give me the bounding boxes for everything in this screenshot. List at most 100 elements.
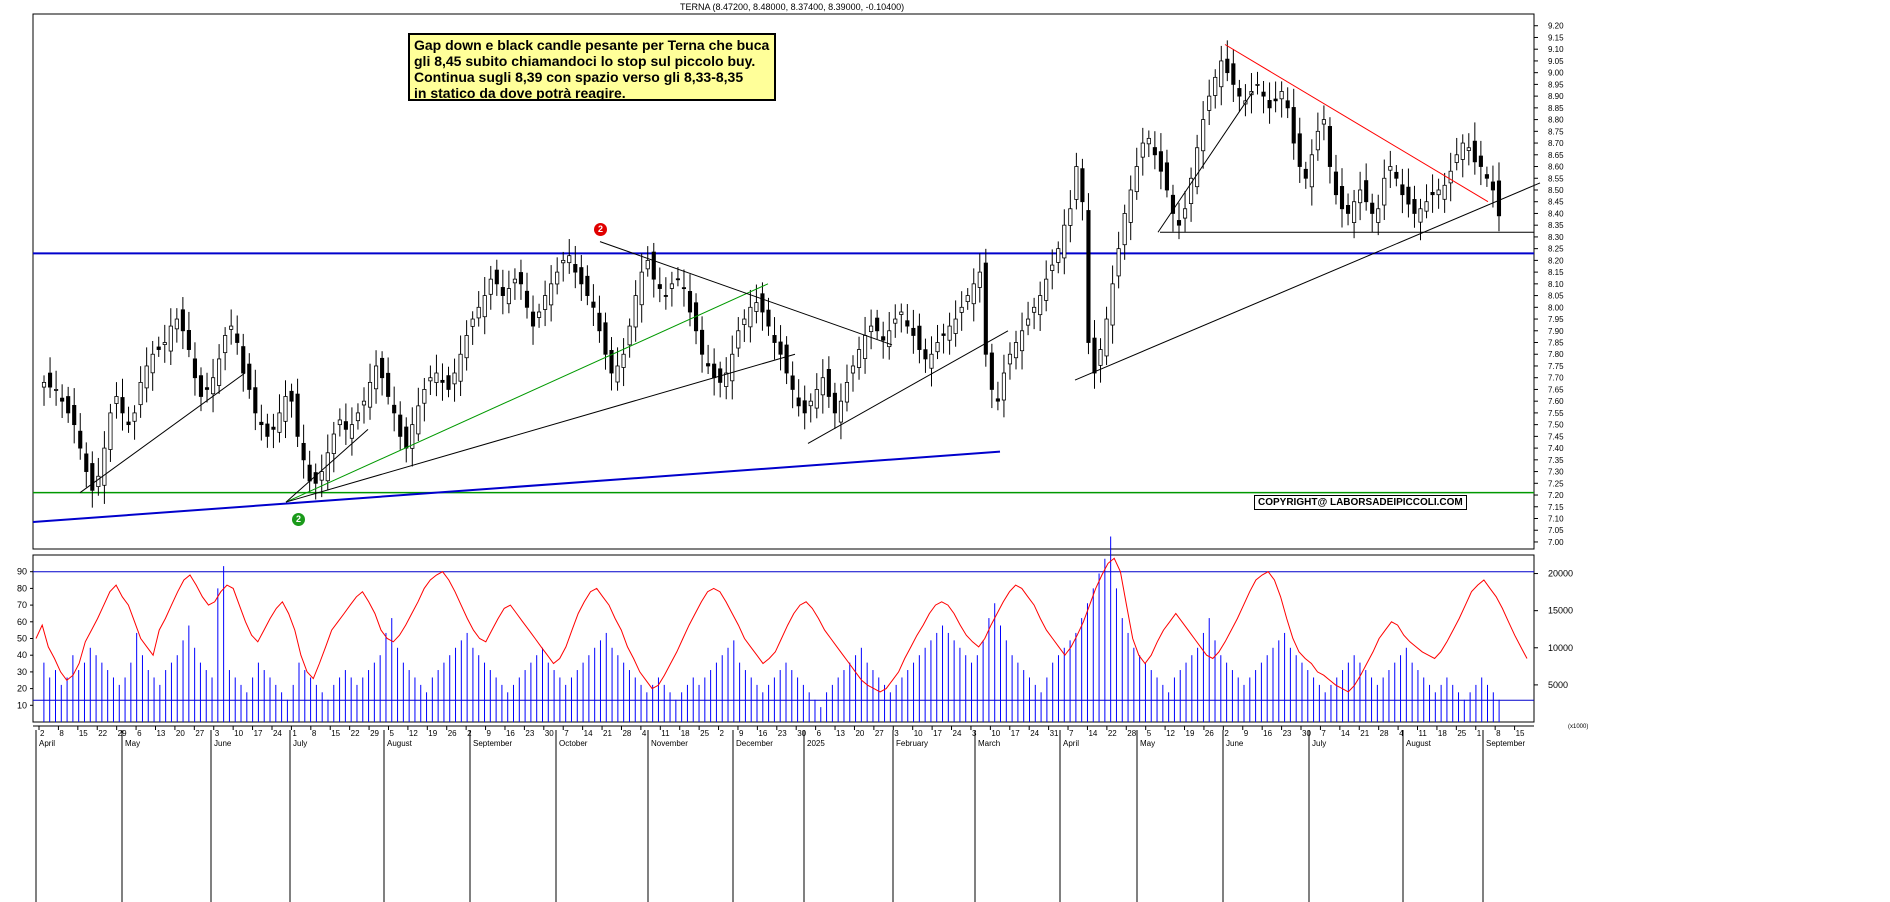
x-tick-label: 2 — [40, 729, 45, 738]
price-tick-label: 8.05 — [1548, 292, 1564, 301]
candle — [555, 271, 560, 285]
candle — [742, 318, 747, 325]
x-tick-label: 15 — [1516, 729, 1525, 738]
candle — [1007, 353, 1013, 365]
candle — [1418, 208, 1423, 223]
candle — [965, 295, 970, 303]
candle — [54, 389, 59, 391]
candle — [941, 333, 946, 336]
candle — [1110, 283, 1115, 326]
price-tick-label: 7.05 — [1548, 526, 1564, 535]
x-tick-label: 20 — [176, 729, 185, 738]
candle — [549, 283, 554, 306]
x-tick-label: 25 — [1457, 729, 1466, 738]
x-tick-label: 24 — [273, 729, 282, 738]
candle — [470, 318, 475, 327]
candle — [754, 302, 759, 312]
x-tick-label: 1 — [292, 729, 297, 738]
x-tick-label: 9 — [739, 729, 744, 738]
candle — [380, 357, 385, 379]
x-tick-label: 4 — [642, 729, 647, 738]
candle — [1237, 88, 1242, 97]
candle — [1019, 330, 1025, 352]
price-tick-label: 8.50 — [1548, 186, 1564, 195]
candle — [156, 346, 161, 350]
candle — [289, 390, 294, 402]
candle — [1496, 180, 1502, 217]
volume-tick-label: 5000 — [1548, 680, 1568, 690]
candle — [784, 344, 789, 374]
candle — [585, 275, 590, 296]
candle — [772, 335, 777, 343]
candle — [241, 346, 246, 374]
candle — [1207, 95, 1212, 111]
candle — [1219, 60, 1224, 88]
candle — [1080, 168, 1085, 203]
x-tick-label: 6 — [817, 729, 822, 738]
candle — [1273, 98, 1278, 102]
candle — [506, 288, 511, 305]
candle — [567, 255, 572, 264]
candle — [247, 363, 252, 390]
candle — [645, 259, 650, 270]
candle — [579, 267, 584, 285]
price-tick-label: 8.20 — [1548, 256, 1564, 265]
x-tick-label: 30 — [1302, 729, 1311, 738]
candle — [235, 333, 240, 343]
x-tick-label: 6 — [137, 729, 142, 738]
x-tick-label: 15 — [331, 729, 340, 738]
candle — [1074, 166, 1079, 200]
candle — [174, 318, 179, 330]
candle — [899, 311, 904, 315]
candle — [60, 397, 65, 402]
x-tick-label: 3 — [215, 729, 220, 738]
x-tick-label: 15 — [79, 729, 88, 738]
candle — [669, 283, 674, 289]
candle — [1195, 147, 1200, 188]
x-tick-label: 9 — [1244, 729, 1249, 738]
candle — [192, 358, 198, 379]
candle — [1068, 208, 1073, 226]
candle — [337, 419, 342, 426]
candle — [603, 322, 608, 355]
x-tick-label: 24 — [953, 729, 962, 738]
x-tick-label: 17 — [933, 729, 942, 738]
candle — [313, 472, 318, 484]
candle — [452, 372, 457, 385]
candle — [1460, 142, 1465, 160]
price-tick-label: 9.00 — [1548, 69, 1564, 78]
annotation-line: Continua sugli 8,39 con spazio verso gli… — [414, 69, 744, 85]
price-tick-label: 7.35 — [1548, 456, 1564, 465]
candle — [615, 365, 620, 383]
x-tick-label: 10 — [991, 729, 1000, 738]
price-tick-label: 7.70 — [1548, 374, 1564, 383]
candle — [1490, 181, 1496, 191]
x-tick-label: 12 — [1166, 729, 1175, 738]
candle — [398, 414, 403, 437]
price-tick-label: 7.95 — [1548, 315, 1564, 324]
candle — [748, 306, 753, 328]
candle — [947, 325, 952, 341]
blue-trendline — [32, 450, 1001, 524]
candle — [887, 330, 892, 348]
candle — [736, 330, 741, 349]
month-label: February — [896, 739, 928, 748]
candle — [90, 463, 95, 491]
x-tick-label: 8 — [1496, 729, 1501, 738]
candle — [530, 311, 536, 327]
trendline — [1157, 91, 1254, 233]
candle — [265, 423, 270, 437]
candle — [271, 426, 276, 430]
candle — [343, 421, 348, 430]
price-tick-label: 9.10 — [1548, 45, 1564, 54]
price-tick-label: 7.55 — [1548, 409, 1564, 418]
candle — [1430, 192, 1435, 196]
candle — [1062, 224, 1067, 259]
candle — [1182, 208, 1188, 219]
price-tick-label: 7.40 — [1548, 444, 1564, 453]
month-label: December — [736, 739, 773, 748]
candle — [1352, 201, 1357, 223]
candle — [561, 259, 566, 264]
month-label: August — [1406, 739, 1432, 748]
osc-tick-label: 10 — [17, 700, 27, 710]
